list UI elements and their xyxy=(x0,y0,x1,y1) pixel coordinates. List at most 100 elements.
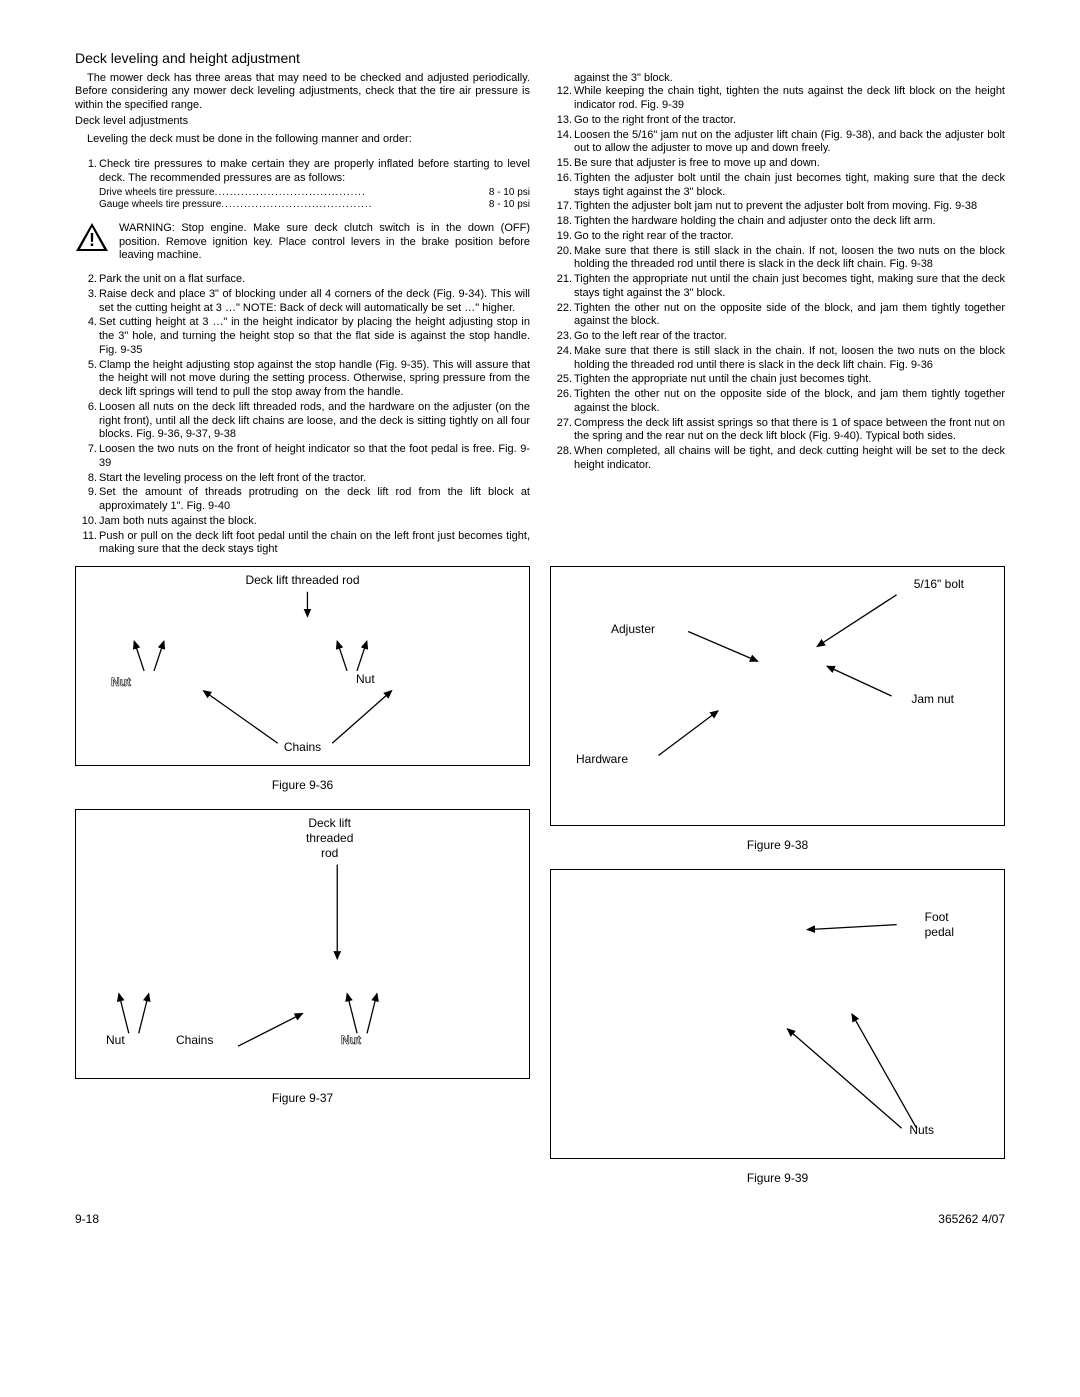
warning-box: ! WARNING: Stop engine. Make sure deck c… xyxy=(75,222,530,263)
figure-9-36: Deck lift threaded rod Nut Nut Chains xyxy=(75,566,530,766)
fig36-arrows xyxy=(76,567,529,765)
fig38-caption: Figure 9-38 xyxy=(550,838,1005,853)
step-text: Tighten the appropriate nut until the ch… xyxy=(574,273,1005,299)
step-number: 14. xyxy=(550,129,572,143)
step-number: 28. xyxy=(550,445,572,459)
step: 8.Start the leveling process on the left… xyxy=(99,472,530,486)
step: 18.Tighten the hardware holding the chai… xyxy=(574,215,1005,229)
intro-text: The mower deck has three areas that may … xyxy=(75,72,530,113)
step-text: Be sure that adjuster is free to move up… xyxy=(574,157,820,169)
figure-9-39: Foot pedal Nuts xyxy=(550,869,1005,1159)
step: 11.Push or pull on the deck lift foot pe… xyxy=(99,530,530,558)
step-number: 3. xyxy=(75,288,97,302)
step-number: 5. xyxy=(75,359,97,373)
step-number: 25. xyxy=(550,373,572,387)
step: 16.Tighten the adjuster bolt until the c… xyxy=(574,172,1005,200)
step-text: Loosen the two nuts on the front of heig… xyxy=(99,443,530,469)
step: 21.Tighten the appropriate nut until the… xyxy=(574,273,1005,301)
step: 10.Jam both nuts against the block. xyxy=(99,515,530,529)
fig37-caption: Figure 9-37 xyxy=(75,1091,530,1106)
step: 23.Go to the left rear of the tractor. xyxy=(574,330,1005,344)
step-number: 24. xyxy=(550,345,572,359)
step: 13.Go to the right front of the tractor. xyxy=(574,114,1005,128)
step: 4.Set cutting height at 3 …" in the heig… xyxy=(99,316,530,357)
step-number: 9. xyxy=(75,486,97,500)
step-number: 10. xyxy=(75,515,97,529)
drive-val: 8 - 10 psi xyxy=(489,187,530,200)
fig-col-right: 5/16" bolt Adjuster Jam nut Hardware Fig… xyxy=(550,566,1005,1194)
drive-label: Drive wheels tire pressure xyxy=(99,187,215,200)
step-number: 27. xyxy=(550,417,572,431)
step: 12.While keeping the chain tight, tighte… xyxy=(574,85,1005,113)
step-text: Go to the right front of the tractor. xyxy=(574,114,736,126)
step-text: Set cutting height at 3 …" in the height… xyxy=(99,316,530,356)
step: 27.Compress the deck lift assist springs… xyxy=(574,417,1005,445)
step-number: 12. xyxy=(550,85,572,99)
step-text: Make sure that there is still slack in t… xyxy=(574,345,1005,371)
step-text: Start the leveling process on the left f… xyxy=(99,472,366,484)
dots: ........................................ xyxy=(215,187,489,200)
text-columns: The mower deck has three areas that may … xyxy=(75,72,1005,559)
figure-9-37: Deck lift threaded rod Nut Nut Chains xyxy=(75,809,530,1079)
gauge-pressure-row: Gauge wheels tire pressure .............… xyxy=(99,199,530,212)
step-text: When completed, all chains will be tight… xyxy=(574,445,1005,471)
step-number: 23. xyxy=(550,330,572,344)
step: 14.Loosen the 5/16" jam nut on the adjus… xyxy=(574,129,1005,157)
step: 5.Clamp the height adjusting stop agains… xyxy=(99,359,530,400)
step-text: Set the amount of threads protruding on … xyxy=(99,486,530,512)
step-text: Raise deck and place 3" of blocking unde… xyxy=(99,288,530,314)
step-text: Tighten the other nut on the opposite si… xyxy=(574,302,1005,328)
right-column: against the 3" block. 12.While keeping t… xyxy=(550,72,1005,559)
step: 25.Tighten the appropriate nut until the… xyxy=(574,373,1005,387)
step-text: Loosen the 5/16" jam nut on the adjuster… xyxy=(574,129,1005,155)
step-text: Check tire pressures to make certain the… xyxy=(99,158,530,184)
fig39-arrows xyxy=(551,870,1004,1158)
step-number: 6. xyxy=(75,401,97,415)
step-number: 16. xyxy=(550,172,572,186)
step-text: Tighten the adjuster bolt until the chai… xyxy=(574,172,1005,198)
fig36-caption: Figure 9-36 xyxy=(75,778,530,793)
step: 2.Park the unit on a flat surface. xyxy=(99,273,530,287)
step: 26.Tighten the other nut on the opposite… xyxy=(574,388,1005,416)
steps-left: 1. Check tire pressures to make certain … xyxy=(75,158,530,212)
right-pre: against the 3" block. xyxy=(550,72,1005,86)
step-text: Make sure that there is still slack in t… xyxy=(574,245,1005,271)
dots: ........................................ xyxy=(221,199,489,212)
step-number: 11. xyxy=(75,530,97,544)
step-text: Park the unit on a flat surface. xyxy=(99,273,245,285)
step-number: 13. xyxy=(550,114,572,128)
step-text: Loosen all nuts on the deck lift threade… xyxy=(99,401,530,441)
doc-id: 365262 4/07 xyxy=(938,1212,1005,1227)
gauge-label: Gauge wheels tire pressure xyxy=(99,199,221,212)
step-number: 21. xyxy=(550,273,572,287)
step-text: Compress the deck lift assist springs so… xyxy=(574,417,1005,443)
steps-left-cont: 2.Park the unit on a flat surface.3.Rais… xyxy=(75,273,530,557)
steps-right: 12.While keeping the chain tight, tighte… xyxy=(550,85,1005,472)
step-1: 1. Check tire pressures to make certain … xyxy=(99,158,530,212)
step: 28.When completed, all chains will be ti… xyxy=(574,445,1005,473)
step-number: 20. xyxy=(550,245,572,259)
gauge-val: 8 - 10 psi xyxy=(489,199,530,212)
step-number: 22. xyxy=(550,302,572,316)
step: 17.Tighten the adjuster bolt jam nut to … xyxy=(574,200,1005,214)
step: 7.Loosen the two nuts on the front of he… xyxy=(99,443,530,471)
step-number: 1. xyxy=(75,158,97,172)
step: 15.Be sure that adjuster is free to move… xyxy=(574,157,1005,171)
fig-col-left: Deck lift threaded rod Nut Nut Chains Fi… xyxy=(75,566,530,1194)
step-text: Tighten the adjuster bolt jam nut to pre… xyxy=(574,200,977,212)
step: 6.Loosen all nuts on the deck lift threa… xyxy=(99,401,530,442)
step-number: 19. xyxy=(550,230,572,244)
drive-pressure-row: Drive wheels tire pressure .............… xyxy=(99,187,530,200)
fig37-arrows xyxy=(76,810,529,1078)
step-text: Push or pull on the deck lift foot pedal… xyxy=(99,530,530,556)
step-number: 17. xyxy=(550,200,572,214)
step: 19.Go to the right rear of the tractor. xyxy=(574,230,1005,244)
warning-icon: ! xyxy=(75,222,109,257)
step-text: Go to the left rear of the tractor. xyxy=(574,330,727,342)
page-title: Deck leveling and height adjustment xyxy=(75,50,1005,68)
step: 3.Raise deck and place 3" of blocking un… xyxy=(99,288,530,316)
left-column: The mower deck has three areas that may … xyxy=(75,72,530,559)
step-text: Tighten the appropriate nut until the ch… xyxy=(574,373,871,385)
step-text: While keeping the chain tight, tighten t… xyxy=(574,85,1005,111)
leveling-note: Leveling the deck must be done in the fo… xyxy=(75,133,530,147)
